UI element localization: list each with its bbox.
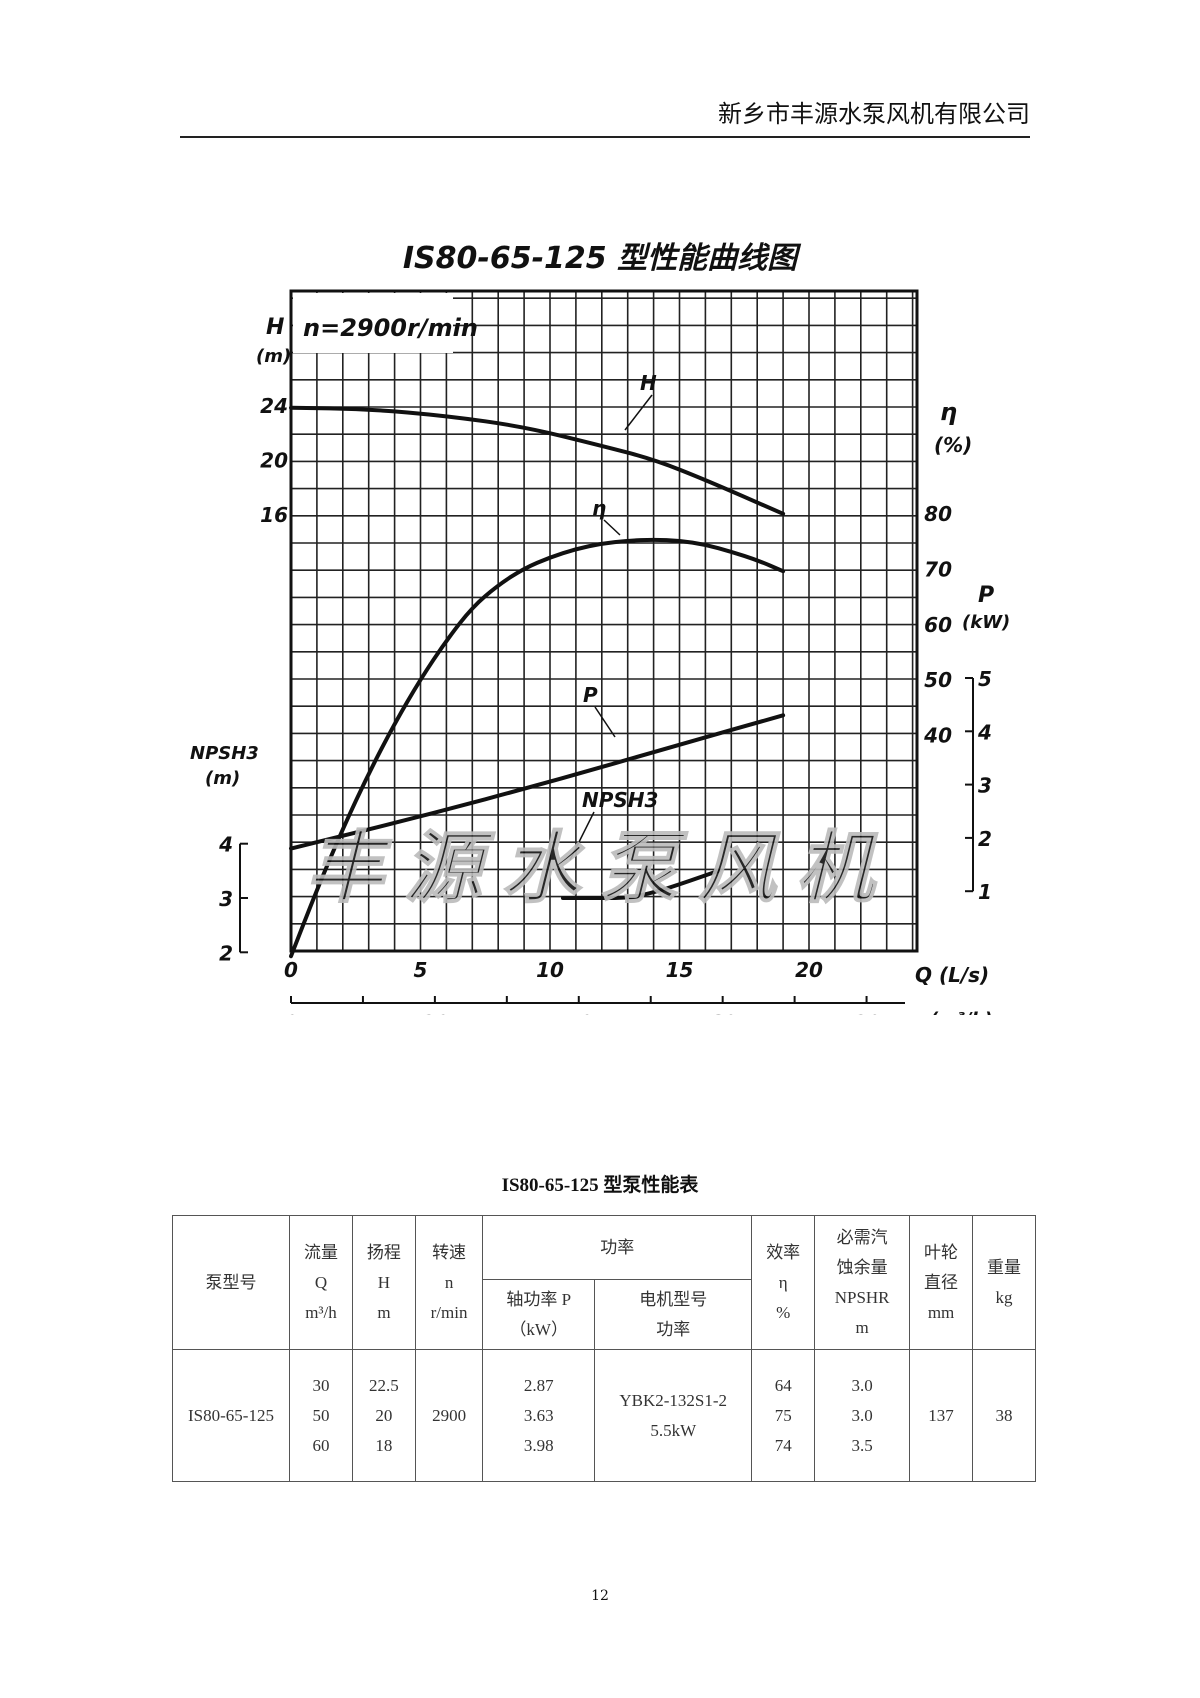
p-axis-unit: (kW) <box>962 612 1010 633</box>
h-axis-unit: (m) <box>256 346 291 367</box>
p-tick-label: 4 <box>977 720 992 744</box>
x2-tick-label: 20 <box>421 1011 449 1015</box>
th-speed: 转速 n r/min <box>414 1215 484 1350</box>
npsh-tick-label: 4 <box>218 833 233 857</box>
eta-tick-label: 40 <box>923 724 952 748</box>
curve-label: NPSH3 <box>582 788 658 812</box>
p-tick-label: 5 <box>978 667 992 691</box>
eta-tick-label: 50 <box>924 668 952 692</box>
cell-speed: 2900 <box>414 1349 484 1482</box>
page-number: 12 <box>591 1588 609 1604</box>
cell-flow: 30 50 60 <box>289 1349 353 1482</box>
cell-eff: 64 75 74 <box>751 1349 816 1482</box>
h-tick-label: 24 <box>260 394 288 418</box>
x2-tick-label: 40 <box>564 1011 593 1015</box>
chart-frame <box>289 289 919 953</box>
th-weight: 重量 kg <box>972 1215 1036 1350</box>
eta-axis-label: η <box>940 398 957 426</box>
cell-model: IS80-65-125 <box>172 1349 290 1482</box>
speed-label: n=2900r/min <box>303 314 478 342</box>
header-divider <box>180 136 1030 138</box>
x-tick-label: 5 <box>414 958 428 982</box>
th-shaft-power: 轴功率 P （kW） <box>482 1279 596 1350</box>
x-tick-label: 0 <box>284 958 298 982</box>
x-tick-label: 20 <box>795 958 823 982</box>
watermark: 丰源水泵风机 <box>306 824 894 914</box>
curve-eta <box>289 537 786 959</box>
npsh-axis-unit: (m) <box>205 768 240 789</box>
curve-label: η <box>592 496 606 520</box>
h-tick-label: 20 <box>260 448 288 472</box>
cell-impeller: 137 <box>909 1349 974 1482</box>
x-axis-label: Q (L/s) <box>915 963 989 987</box>
x2-tick-label: 80 <box>853 1011 881 1015</box>
h-axis-label: H <box>266 315 284 340</box>
th-npsh: 必需汽 蚀余量 NPSHR m <box>814 1215 911 1350</box>
curve-label-leader <box>594 706 616 738</box>
npsh-tick-label: 3 <box>219 887 233 911</box>
h-tick-label: 16 <box>260 503 288 527</box>
th-eff: 效率 η% <box>751 1215 816 1350</box>
curve-npsh <box>560 868 721 900</box>
cell-motor: YBK2-132S1-2 5.5kW <box>594 1349 753 1482</box>
curve-p <box>289 713 786 851</box>
eta-tick-label: 60 <box>924 613 952 637</box>
cell-npsh: 3.0 3.0 3.5 <box>814 1349 911 1482</box>
p-tick-label: 3 <box>978 774 992 798</box>
eta-tick-label: 70 <box>924 557 952 581</box>
npsh-tick-label: 2 <box>219 941 233 965</box>
eta-tick-label: 80 <box>924 502 952 526</box>
curve-label-leader <box>624 394 653 431</box>
p-tick-label: 2 <box>978 827 992 851</box>
curve-label-leader <box>569 811 595 861</box>
th-impeller: 叶轮 直径 mm <box>909 1215 974 1350</box>
x2-axis-label: (m³/h) <box>930 1009 992 1015</box>
chart-title: IS80-65-125 型性能曲线图 <box>403 241 802 276</box>
x-tick-label: 15 <box>666 958 694 982</box>
table-row: IS80-65-125 30 50 60 22.5 20 18 2900 2.87 3.6… <box>172 1349 1036 1482</box>
eta-axis-unit: (%) <box>934 433 972 457</box>
x2-tick-label: 60 <box>709 1011 737 1015</box>
curve-label-leader <box>603 519 621 536</box>
cell-weight: 38 <box>972 1349 1036 1482</box>
th-model: 泵型号 <box>172 1215 290 1350</box>
p-tick-label: 1 <box>978 880 992 904</box>
table-title: IS80-65-125 型泵性能表 <box>501 1175 699 1196</box>
speed-label-box <box>293 293 453 353</box>
company-header: 新乡市丰源水泵风机有限公司 <box>718 100 1030 128</box>
cell-shaft-power: 2.87 3.63 3.98 <box>482 1349 596 1482</box>
x2-tick-label: 0 <box>284 1011 298 1015</box>
cell-head: 22.5 20 18 <box>351 1349 416 1482</box>
npsh-axis-label: NPSH3 <box>190 743 259 764</box>
curve-h <box>289 405 786 516</box>
th-motor: 电机型号 功率 <box>594 1279 753 1350</box>
curve-label: H <box>640 371 657 395</box>
p-axis-label: P <box>978 583 994 608</box>
th-power: 功率 <box>482 1215 753 1280</box>
x-tick-label: 10 <box>536 958 564 982</box>
curve-label: P <box>583 683 598 707</box>
